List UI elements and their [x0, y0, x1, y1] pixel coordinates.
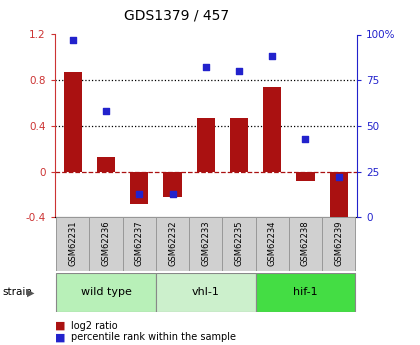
Bar: [163, 171, 182, 197]
Bar: [322, 217, 355, 271]
Bar: [56, 273, 156, 312]
Text: GSM62234: GSM62234: [268, 220, 277, 266]
Text: GSM62232: GSM62232: [168, 220, 177, 266]
Bar: [263, 87, 281, 171]
Point: [136, 191, 143, 196]
Text: GSM62237: GSM62237: [135, 220, 144, 266]
Bar: [123, 217, 156, 271]
Text: ■: ■: [55, 321, 65, 331]
Bar: [97, 157, 115, 171]
Bar: [156, 217, 189, 271]
Text: GSM62236: GSM62236: [102, 220, 110, 266]
Text: GSM62238: GSM62238: [301, 220, 310, 266]
Bar: [256, 217, 289, 271]
Bar: [223, 217, 256, 271]
Bar: [89, 217, 123, 271]
Text: hif-1: hif-1: [293, 287, 318, 297]
Bar: [156, 273, 256, 312]
Text: GSM62239: GSM62239: [334, 220, 343, 266]
Text: vhl-1: vhl-1: [192, 287, 220, 297]
Text: ■: ■: [55, 333, 65, 342]
Point: [103, 109, 110, 114]
Text: GSM62235: GSM62235: [234, 220, 244, 266]
Text: GDS1379 / 457: GDS1379 / 457: [124, 8, 229, 22]
Bar: [189, 217, 223, 271]
Text: strain: strain: [2, 287, 32, 297]
Text: wild type: wild type: [81, 287, 131, 297]
Point: [70, 37, 76, 43]
Bar: [230, 118, 248, 171]
Point: [202, 65, 209, 70]
Text: GSM62233: GSM62233: [201, 220, 210, 266]
Bar: [130, 171, 149, 204]
Point: [269, 54, 276, 59]
Bar: [289, 217, 322, 271]
Text: percentile rank within the sample: percentile rank within the sample: [71, 333, 236, 342]
Text: log2 ratio: log2 ratio: [71, 321, 118, 331]
Bar: [56, 217, 89, 271]
Point: [335, 174, 342, 180]
Bar: [256, 273, 355, 312]
Bar: [297, 171, 315, 181]
Text: GSM62231: GSM62231: [68, 220, 77, 266]
Text: ▶: ▶: [26, 287, 34, 297]
Point: [236, 68, 242, 74]
Bar: [330, 171, 348, 231]
Bar: [64, 72, 82, 171]
Point: [169, 191, 176, 196]
Bar: [197, 118, 215, 171]
Point: [302, 136, 309, 141]
